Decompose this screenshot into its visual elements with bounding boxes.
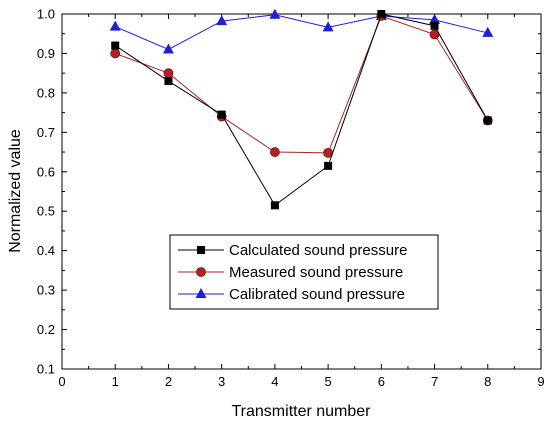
x-tick-label: 8 <box>484 374 491 389</box>
x-tick-label: 3 <box>218 374 225 389</box>
x-tick-label: 9 <box>537 374 544 389</box>
data-point <box>110 48 121 59</box>
data-point <box>270 201 279 210</box>
data-point <box>429 13 441 24</box>
data-point <box>324 161 333 170</box>
series-line <box>115 14 488 51</box>
series-layer <box>109 8 494 210</box>
y-tick-label: 0.2 <box>37 322 55 337</box>
x-tick-label: 0 <box>58 374 65 389</box>
series-line <box>114 13 489 207</box>
legend: Calculated sound pressure Measured sound … <box>169 234 439 310</box>
data-point <box>269 147 280 157</box>
y-tick-label: 0.8 <box>37 85 55 100</box>
y-tick-label: 0.7 <box>37 125 55 140</box>
y-tick-label: 0.6 <box>37 164 55 179</box>
data-point <box>322 21 334 32</box>
series-line <box>115 15 489 154</box>
data-point <box>109 20 121 31</box>
data-point <box>111 41 120 50</box>
series-square <box>111 10 492 210</box>
data-point <box>162 43 174 54</box>
y-tick-label: 0.4 <box>37 243 55 258</box>
x-axis-label: Transmitter number <box>232 403 372 420</box>
y-tick-label: 0.1 <box>37 362 55 377</box>
x-tick-label: 6 <box>378 374 385 389</box>
data-point <box>216 15 228 26</box>
x-tick-label: 7 <box>431 374 438 389</box>
x-tick-label: 4 <box>271 374 278 389</box>
data-point <box>430 21 439 30</box>
plot-frame <box>61 13 542 370</box>
data-point <box>377 10 386 18</box>
data-point <box>483 116 492 125</box>
x-tick-label: 1 <box>112 374 119 389</box>
y-tick-label: 0.3 <box>37 283 55 298</box>
data-point <box>163 68 174 79</box>
axes: 0 1 2 3 4 5 6 7 8 9 0.1 0.2 0.3 0.4 0.5 0.6 0.7 0.8 0.9 1.0 <box>37 7 545 390</box>
y-axis-label: Normalized value <box>7 129 24 253</box>
y-tick-label: 0.5 <box>37 204 55 219</box>
data-point <box>164 77 173 86</box>
data-point <box>269 8 281 19</box>
x-tick-label: 2 <box>165 374 172 389</box>
legend-marker <box>195 288 207 298</box>
legend-label: Calibrated sound pressure <box>229 286 405 303</box>
legend-marker <box>197 246 205 254</box>
legend-marker <box>196 267 206 277</box>
legend-label: Measured sound pressure <box>229 264 403 281</box>
data-point <box>217 110 226 119</box>
legend-label: Calculated sound pressure <box>229 242 407 259</box>
y-tick-label: 1.0 <box>37 7 55 22</box>
x-tick-label: 5 <box>324 374 331 389</box>
data-point <box>482 26 494 37</box>
y-tick-label: 0.9 <box>37 46 55 61</box>
